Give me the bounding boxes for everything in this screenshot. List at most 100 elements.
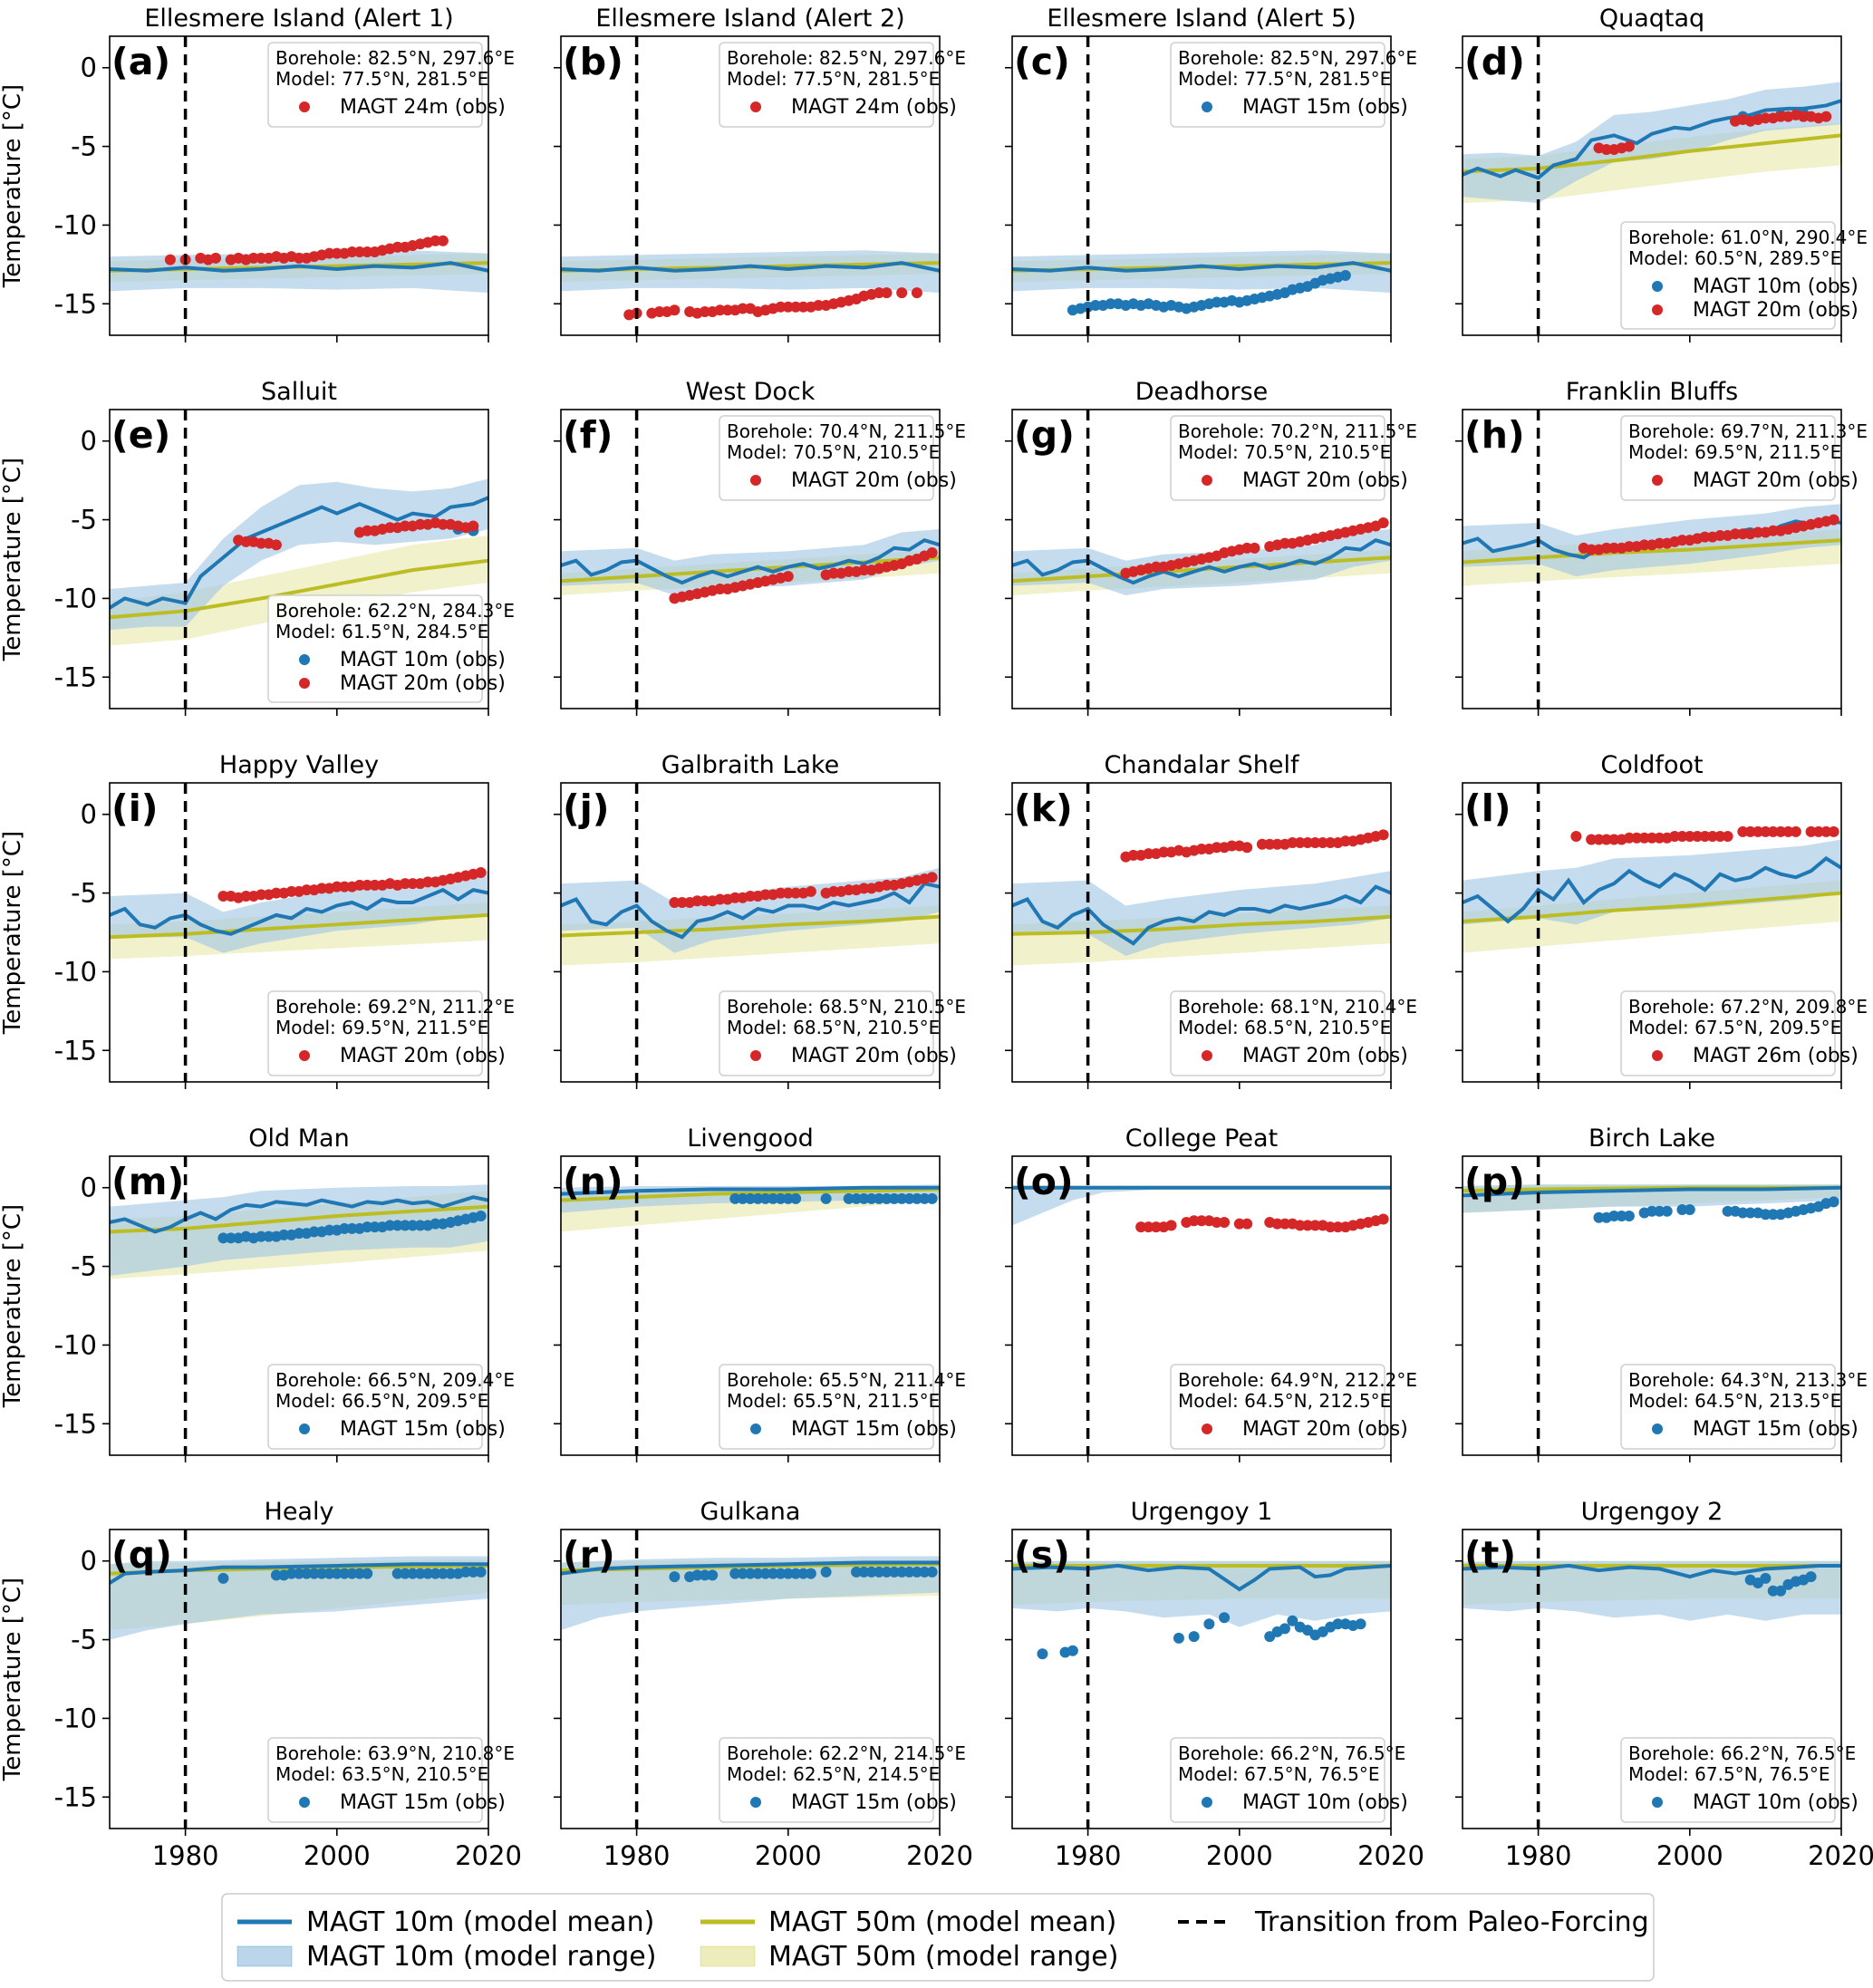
info-box	[1620, 1737, 1836, 1823]
legend-label-mean-10m: MAGT 10m (model mean)	[306, 1906, 654, 1938]
obs-point	[1775, 1585, 1787, 1597]
obs-point	[1256, 838, 1268, 850]
obs-point	[1692, 831, 1704, 843]
obs-point	[1812, 825, 1824, 837]
info-legend-marker	[750, 1423, 761, 1434]
obs-point	[1752, 825, 1764, 837]
info-legend-marker	[1202, 1423, 1212, 1434]
obs-point	[1828, 1196, 1839, 1208]
panel-frame	[560, 1529, 941, 1829]
panel-frame	[109, 1529, 489, 1829]
info-box	[719, 1364, 934, 1450]
obs-point	[391, 1220, 403, 1231]
legend-label-transition: Transition from Paleo-Forcing	[1254, 1906, 1649, 1938]
obs-point	[362, 1221, 373, 1233]
obs-point	[1805, 825, 1817, 837]
obs-point	[1600, 144, 1612, 156]
panel-n: Livengood (n) Borehole: 65.5°N, 211.4°EMod…	[554, 1124, 966, 1462]
obs-point	[653, 305, 665, 317]
info-legend-marker	[299, 1423, 310, 1434]
obs-point	[888, 1566, 900, 1578]
obs-point	[1676, 1204, 1688, 1216]
obs-point	[1608, 542, 1620, 554]
panel-title: Happy Valley	[219, 751, 379, 779]
info-legend-label: MAGT 20m (obs)	[1693, 299, 1859, 322]
obs-point	[790, 1192, 802, 1204]
model-coords: Model: 67.5°N, 209.5°E	[1628, 1017, 1841, 1038]
y-tick-label: 0	[81, 1173, 97, 1203]
plot-area	[1012, 250, 1391, 316]
obs-point	[1377, 517, 1389, 529]
line-mean-10m	[1463, 1185, 1841, 1198]
obs-point	[669, 1571, 681, 1583]
obs-point	[256, 889, 267, 901]
panel-frame	[109, 782, 489, 1083]
obs-point	[294, 252, 304, 264]
obs-point	[1309, 837, 1321, 848]
obs-point	[331, 1568, 343, 1579]
plot-area	[1463, 825, 1841, 953]
obs-point	[721, 304, 733, 316]
obs-point	[294, 1568, 304, 1579]
panel-d: Quaqtaq (d) Borehole: 61.0°N, 290.4°EModel…	[1455, 5, 1868, 343]
obs-point	[1196, 843, 1207, 854]
obs-point	[1332, 1221, 1344, 1233]
obs-point	[745, 1192, 756, 1204]
borehole-coords: Borehole: 67.2°N, 209.8°E	[1628, 996, 1868, 1018]
info-legend-label: MAGT 20m (obs)	[791, 469, 957, 492]
info-legend-marker	[299, 654, 310, 665]
info-legend-label: MAGT 24m (obs)	[791, 96, 957, 119]
panel-frame	[1462, 1529, 1842, 1829]
borehole-coords: Borehole: 82.5°N, 297.6°E	[275, 47, 515, 69]
obs-point	[362, 246, 373, 257]
obs-point	[1767, 825, 1779, 837]
model-coords: Model: 68.5°N, 210.5°E	[1178, 1017, 1391, 1038]
panel-frame	[1011, 409, 1392, 709]
borehole-coords: Borehole: 69.2°N, 211.2°E	[275, 996, 515, 1018]
y-tick-label: -10	[54, 1703, 97, 1733]
obs-point	[919, 1192, 931, 1204]
line-mean-10m	[1012, 537, 1391, 585]
obs-point	[1089, 300, 1101, 311]
info-legend-label: MAGT 10m (obs)	[1693, 1791, 1859, 1814]
obs-point	[1586, 544, 1598, 555]
borehole-coords: Borehole: 82.5°N, 297.6°E	[727, 47, 966, 69]
obs-point	[1623, 832, 1635, 844]
plot-area	[561, 867, 940, 966]
obs-point	[1722, 1205, 1733, 1217]
obs-point	[1616, 1211, 1627, 1221]
panel-e: 0 -5 -10 -15 Temperature [°C] Salluit (e) Boreh…	[0, 378, 515, 716]
panel-frame	[109, 35, 489, 336]
info-legend-label: MAGT 20m (obs)	[1242, 469, 1408, 492]
y-tick-label: -10	[54, 1329, 97, 1360]
line-mean-10m	[1012, 261, 1391, 273]
plot-area	[1012, 1560, 1391, 1660]
panel-frame	[560, 1155, 941, 1456]
obs-point	[1294, 1220, 1306, 1231]
obs-point	[1767, 1209, 1779, 1221]
model-coords: Model: 60.5°N, 289.5°E	[1628, 247, 1841, 269]
line-mean-50m	[110, 558, 488, 620]
obs-point	[714, 584, 726, 594]
obs-point	[1211, 296, 1222, 308]
line-mean-50m	[1012, 914, 1391, 936]
obs-point	[714, 893, 726, 905]
info-legend-label: MAGT 20m (obs)	[340, 1045, 506, 1067]
band-10m	[1463, 1560, 1841, 1621]
obs-point	[669, 897, 681, 908]
model-coords: Model: 67.5°N, 76.5°E	[1178, 1763, 1380, 1785]
model-coords: Model: 77.5°N, 281.5°E	[275, 68, 488, 90]
y-tick-label: 0	[81, 53, 97, 83]
info-box	[1170, 415, 1385, 501]
obs-point	[422, 1568, 434, 1579]
plot-area	[110, 867, 488, 960]
obs-point	[1196, 1215, 1207, 1227]
info-legend-marker	[750, 101, 761, 112]
y-tick-label: -5	[71, 505, 97, 536]
obs-point	[903, 1192, 915, 1204]
y-tick-label: -5	[71, 878, 97, 909]
obs-point	[782, 301, 794, 313]
obs-point	[827, 567, 839, 579]
panel-i: 0 -5 -10 -15 Temperature [°C] Happy Valley (i)…	[0, 751, 515, 1089]
